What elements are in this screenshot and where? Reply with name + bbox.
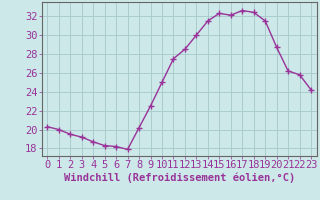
X-axis label: Windchill (Refroidissement éolien,°C): Windchill (Refroidissement éolien,°C) (64, 173, 295, 183)
